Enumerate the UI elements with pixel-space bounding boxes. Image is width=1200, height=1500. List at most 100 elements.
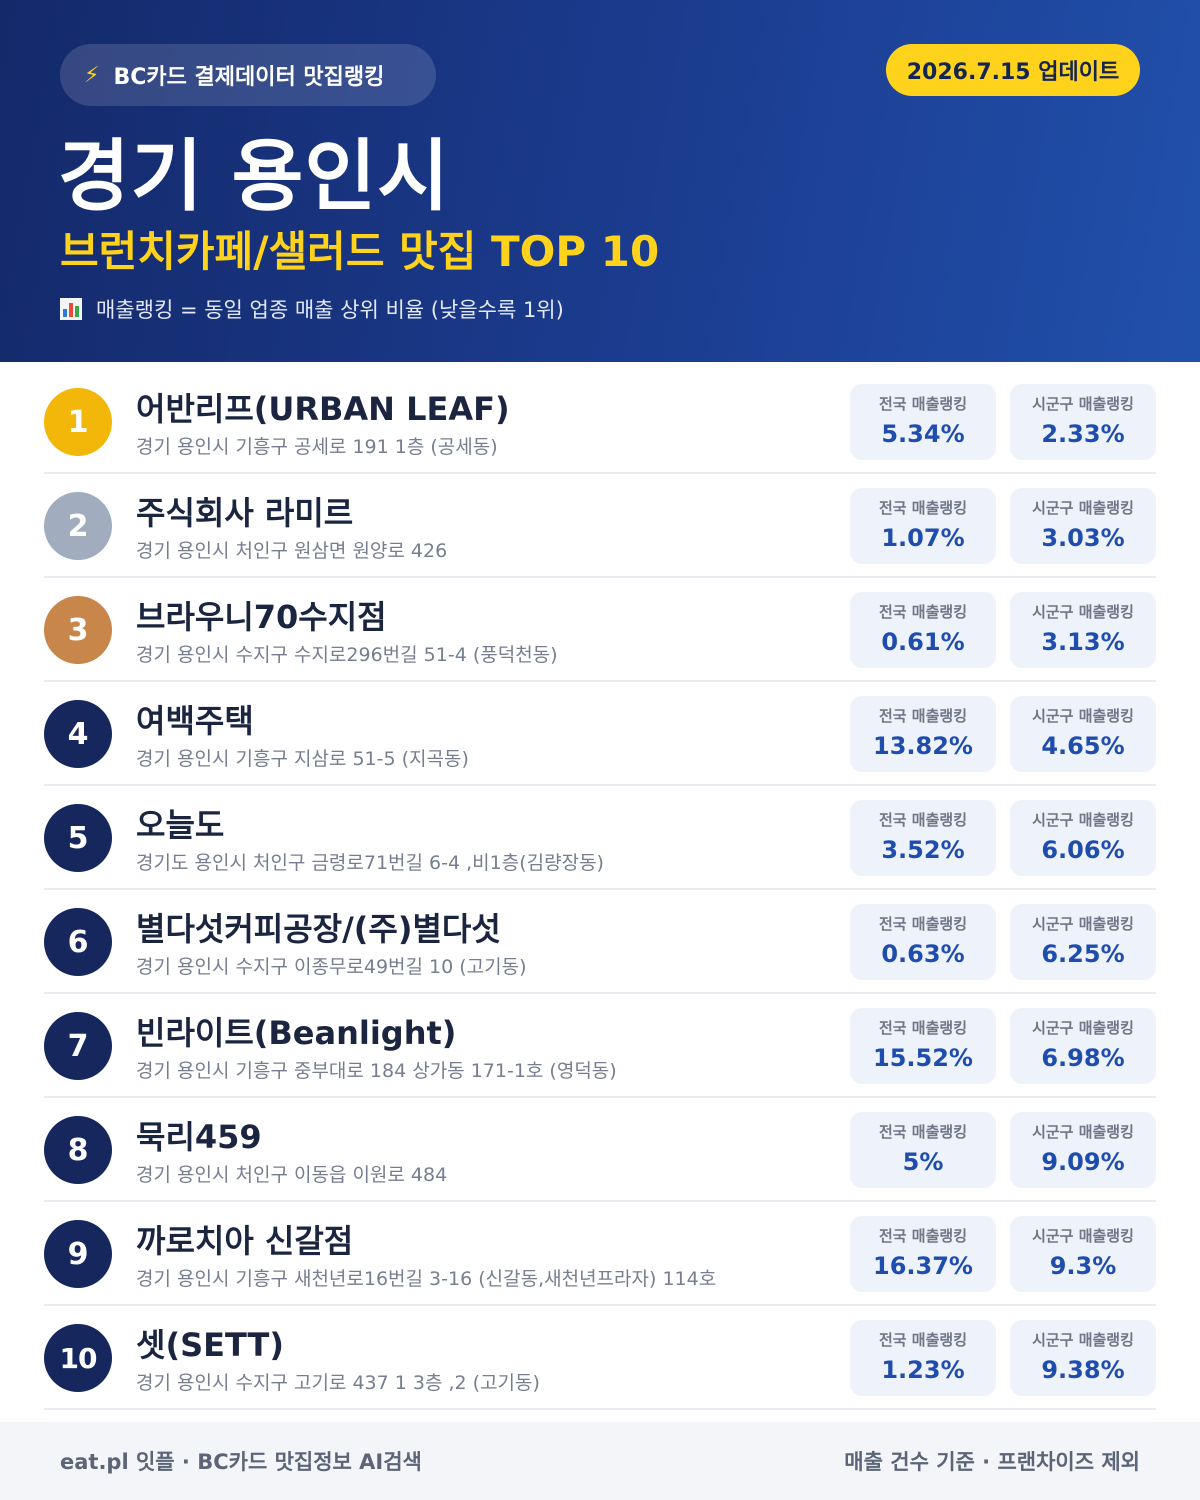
category-subtitle: 브런치카페/샐러드 맛집 TOP 10 (60, 227, 660, 276)
restaurant-address: 경기도 용인시 처인구 금령로71번길 6-4 ,비1층(김량장동) (136, 852, 604, 874)
restaurant-name: 묵리459 (136, 1118, 262, 1156)
restaurant-address: 경기 용인시 수지구 고기로 437 1 3층 ,2 (고기동) (136, 1372, 540, 1394)
local-ranking-value: 6.06% (1041, 836, 1125, 864)
local-ranking-label: 시군구 매출랭킹 (1032, 1019, 1134, 1037)
local-ranking-card: 시군구 매출랭킹 4.65% (1010, 696, 1156, 772)
rank-badge: 2 (44, 492, 112, 560)
local-ranking-card: 시군구 매출랭킹 3.13% (1010, 592, 1156, 668)
national-ranking-value: 1.07% (881, 524, 965, 552)
rank-badge: 3 (44, 596, 112, 664)
restaurant-address: 경기 용인시 수지구 수지로296번길 51-4 (풍덕천동) (136, 644, 558, 666)
local-ranking-card: 시군구 매출랭킹 9.09% (1010, 1112, 1156, 1188)
national-ranking-card: 전국 매출랭킹 3.52% (850, 800, 996, 876)
national-ranking-card: 전국 매출랭킹 0.63% (850, 904, 996, 980)
ranking-note-text: 매출랭킹 = 동일 업종 매출 상위 비율 (낮을수록 1위) (96, 298, 564, 322)
local-ranking-label: 시군구 매출랭킹 (1032, 395, 1134, 413)
lightning-icon: ⚡ (84, 62, 100, 88)
restaurant-address: 경기 용인시 기흥구 지삼로 51-5 (지곡동) (136, 748, 469, 770)
national-ranking-label: 전국 매출랭킹 (878, 1019, 968, 1037)
rank-badge: 8 (44, 1116, 112, 1184)
footer-criteria: 매출 건수 기준 · 프랜차이즈 제외 (844, 1450, 1140, 1474)
national-ranking-label: 전국 매출랭킹 (878, 811, 968, 829)
rank-badge: 10 (44, 1324, 112, 1392)
national-ranking-label: 전국 매출랭킹 (878, 499, 968, 517)
restaurant-address: 경기 용인시 기흥구 중부대로 184 상가동 171-1호 (영덕동) (136, 1060, 617, 1082)
local-ranking-value: 3.13% (1041, 628, 1125, 656)
restaurant-name: 까로치아 신갈점 (136, 1222, 354, 1260)
footer: eat.pl 잇플 · BC카드 맛집정보 AI검색 매출 건수 기준 · 프랜… (0, 1422, 1200, 1500)
rank-badge: 4 (44, 700, 112, 768)
local-ranking-label: 시군구 매출랭킹 (1032, 1123, 1134, 1141)
local-ranking-value: 6.98% (1041, 1044, 1125, 1072)
local-ranking-label: 시군구 매출랭킹 (1032, 1331, 1134, 1349)
restaurant-address: 경기 용인시 기흥구 새천년로16번길 3-16 (신갈동,새천년프라자) 11… (136, 1268, 717, 1290)
local-ranking-card: 시군구 매출랭킹 6.25% (1010, 904, 1156, 980)
restaurant-name: 별다섯커피공장/(주)별다섯 (136, 910, 501, 948)
national-ranking-card: 전국 매출랭킹 1.23% (850, 1320, 996, 1396)
national-ranking-value: 3.52% (881, 836, 965, 864)
rank-badge: 6 (44, 908, 112, 976)
list-item[interactable]: 7 빈라이트(Beanlight) 경기 용인시 기흥구 중부대로 184 상가동 … (44, 994, 1156, 1098)
national-ranking-label: 전국 매출랭킹 (878, 395, 968, 413)
local-ranking-value: 9.3% (1049, 1252, 1117, 1280)
local-ranking-label: 시군구 매출랭킹 (1032, 811, 1134, 829)
national-ranking-label: 전국 매출랭킹 (878, 915, 968, 933)
national-ranking-label: 전국 매출랭킹 (878, 1331, 968, 1349)
national-ranking-value: 15.52% (873, 1044, 973, 1072)
local-ranking-value: 6.25% (1041, 940, 1125, 968)
restaurant-name: 브라우니70수지점 (136, 598, 387, 636)
rank-badge: 7 (44, 1012, 112, 1080)
restaurant-name: 빈라이트(Beanlight) (136, 1014, 457, 1052)
rank-badge: 9 (44, 1220, 112, 1288)
national-ranking-label: 전국 매출랭킹 (878, 1227, 968, 1245)
national-ranking-value: 0.61% (881, 628, 965, 656)
restaurant-address: 경기 용인시 기흥구 공세로 191 1층 (공세동) (136, 436, 498, 458)
local-ranking-card: 시군구 매출랭킹 6.06% (1010, 800, 1156, 876)
national-ranking-value: 13.82% (873, 732, 973, 760)
local-ranking-label: 시군구 매출랭킹 (1032, 707, 1134, 725)
bar-chart-icon (60, 298, 82, 320)
restaurant-name: 셋(SETT) (136, 1326, 284, 1364)
header-banner: ⚡ BC카드 결제데이터 맛집랭킹 2026.7.15 업데이트 경기 용인시 … (0, 0, 1200, 362)
national-ranking-card: 전국 매출랭킹 5.34% (850, 384, 996, 460)
source-label: BC카드 결제데이터 맛집랭킹 (113, 65, 385, 90)
local-ranking-label: 시군구 매출랭킹 (1032, 915, 1134, 933)
local-ranking-label: 시군구 매출랭킹 (1032, 603, 1134, 621)
footer-source: eat.pl 잇플 · BC카드 맛집정보 AI검색 (60, 1450, 422, 1474)
national-ranking-value: 1.23% (881, 1356, 965, 1384)
national-ranking-label: 전국 매출랭킹 (878, 1123, 968, 1141)
local-ranking-value: 3.03% (1041, 524, 1125, 552)
restaurant-list: 1 어반리프(URBAN LEAF) 경기 용인시 기흥구 공세로 191 1층 (… (44, 370, 1156, 1410)
local-ranking-card: 시군구 매출랭킹 2.33% (1010, 384, 1156, 460)
restaurant-name: 여백주택 (136, 702, 254, 740)
list-item[interactable]: 6 별다섯커피공장/(주)별다섯 경기 용인시 수지구 이종무로49번길 10 (고… (44, 890, 1156, 994)
national-ranking-label: 전국 매출랭킹 (878, 707, 968, 725)
restaurant-name: 어반리프(URBAN LEAF) (136, 390, 510, 428)
page-title: 경기 용인시 (58, 132, 450, 222)
local-ranking-value: 4.65% (1041, 732, 1125, 760)
national-ranking-value: 5% (902, 1148, 944, 1176)
national-ranking-card: 전국 매출랭킹 15.52% (850, 1008, 996, 1084)
list-item[interactable]: 10 셋(SETT) 경기 용인시 수지구 고기로 437 1 3층 ,2 (고기동… (44, 1306, 1156, 1410)
restaurant-address: 경기 용인시 처인구 원삼면 원양로 426 (136, 540, 448, 562)
rank-badge: 1 (44, 388, 112, 456)
local-ranking-card: 시군구 매출랭킹 9.3% (1010, 1216, 1156, 1292)
update-badge: 2026.7.15 업데이트 (886, 44, 1140, 96)
national-ranking-card: 전국 매출랭킹 16.37% (850, 1216, 996, 1292)
list-item[interactable]: 1 어반리프(URBAN LEAF) 경기 용인시 기흥구 공세로 191 1층 (… (44, 370, 1156, 474)
list-item[interactable]: 8 묵리459 경기 용인시 처인구 이동읍 이원로 484 전국 매출랭킹 5% 시군구… (44, 1098, 1156, 1202)
restaurant-name: 오늘도 (136, 806, 225, 844)
national-ranking-card: 전국 매출랭킹 5% (850, 1112, 996, 1188)
local-ranking-card: 시군구 매출랭킹 6.98% (1010, 1008, 1156, 1084)
local-ranking-value: 2.33% (1041, 420, 1125, 448)
national-ranking-card: 전국 매출랭킹 13.82% (850, 696, 996, 772)
national-ranking-card: 전국 매출랭킹 1.07% (850, 488, 996, 564)
restaurant-name: 주식회사 라미르 (136, 494, 354, 532)
rank-badge: 5 (44, 804, 112, 872)
local-ranking-card: 시군구 매출랭킹 9.38% (1010, 1320, 1156, 1396)
